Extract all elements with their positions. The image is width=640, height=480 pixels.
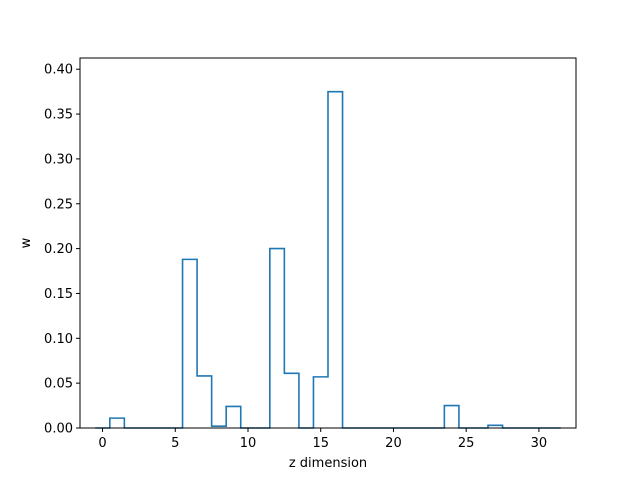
y-tick-label: 0.40 xyxy=(44,63,73,78)
x-axis-ticks: 0 5 10 15 20 25 30 xyxy=(98,428,547,451)
y-tick-label: 0.00 xyxy=(44,422,73,437)
x-tick-label: 10 xyxy=(240,436,257,451)
y-tick-label: 0.30 xyxy=(44,152,73,167)
y-tick-label: 0.25 xyxy=(44,197,73,212)
x-tick-label: 0 xyxy=(98,436,106,451)
y-axis-ticks: 0.00 0.05 0.10 0.15 0.20 0.25 0.30 0.35 0.40 xyxy=(44,63,80,437)
x-tick-label: 15 xyxy=(312,436,329,451)
axes-frame xyxy=(79,57,577,429)
x-tick-label: 20 xyxy=(385,436,402,451)
y-tick-label: 0.10 xyxy=(44,332,73,347)
y-tick-label: 0.05 xyxy=(44,377,73,392)
y-tick-label: 0.15 xyxy=(44,287,73,302)
x-axis-label: z dimension xyxy=(289,456,367,471)
y-axis-label: w xyxy=(19,237,34,248)
x-tick-label: 30 xyxy=(531,436,548,451)
y-tick-label: 0.35 xyxy=(44,108,73,123)
x-tick-label: 25 xyxy=(458,436,475,451)
x-tick-label: 5 xyxy=(171,436,179,451)
y-tick-label: 0.20 xyxy=(44,242,73,257)
